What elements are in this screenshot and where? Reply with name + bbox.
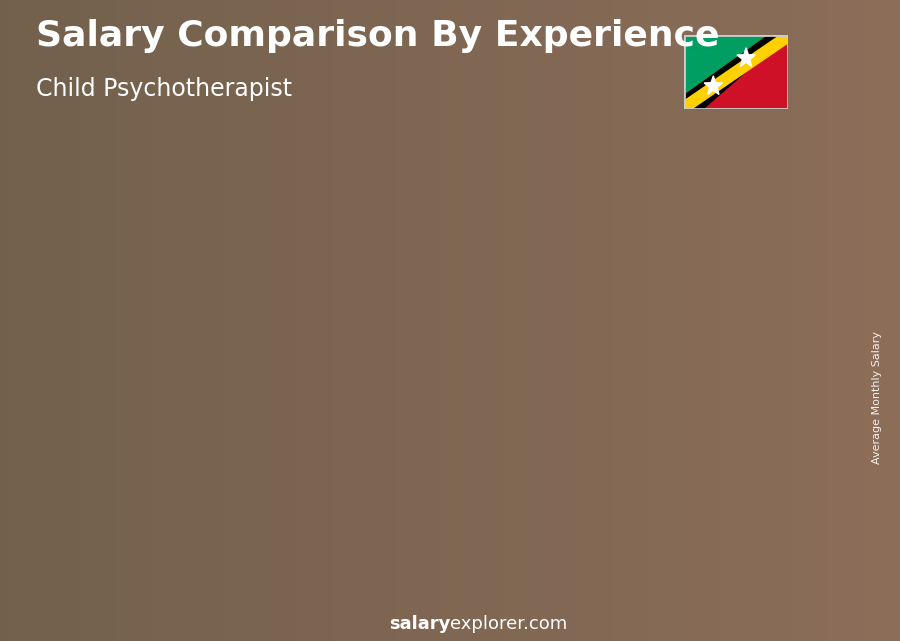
Bar <box>331 401 395 577</box>
Text: +nan%: +nan% <box>129 395 194 413</box>
Polygon shape <box>640 326 648 577</box>
Text: +nan%: +nan% <box>496 249 561 267</box>
Polygon shape <box>150 514 158 577</box>
Polygon shape <box>454 357 526 360</box>
Polygon shape <box>698 282 770 284</box>
Bar <box>86 514 150 577</box>
Polygon shape <box>86 512 158 514</box>
Polygon shape <box>684 35 788 109</box>
Polygon shape <box>704 76 723 94</box>
Text: 0 XCD: 0 XCD <box>526 306 570 320</box>
Text: Average Monthly Salary: Average Monthly Salary <box>872 331 883 464</box>
Text: 0 XCD: 0 XCD <box>36 495 80 508</box>
Bar <box>454 360 518 577</box>
Text: salary: salary <box>389 615 450 633</box>
Text: 0 XCD: 0 XCD <box>648 265 692 278</box>
Text: +nan%: +nan% <box>251 324 316 343</box>
Polygon shape <box>684 35 788 109</box>
Polygon shape <box>331 399 403 401</box>
Bar <box>209 472 273 577</box>
Text: 0 XCD: 0 XCD <box>281 382 325 395</box>
Polygon shape <box>576 324 648 326</box>
Polygon shape <box>762 284 770 577</box>
Text: 0 XCD: 0 XCD <box>158 453 202 466</box>
Polygon shape <box>684 35 788 109</box>
Polygon shape <box>273 472 281 577</box>
Polygon shape <box>209 470 281 472</box>
Polygon shape <box>518 360 526 577</box>
Text: +nan%: +nan% <box>374 283 438 301</box>
Text: +nan%: +nan% <box>618 208 683 226</box>
Text: Salary Comparison By Experience: Salary Comparison By Experience <box>36 19 719 53</box>
Text: Child Psychotherapist: Child Psychotherapist <box>36 77 292 101</box>
Polygon shape <box>395 401 403 577</box>
Bar <box>698 284 762 577</box>
Polygon shape <box>684 35 788 109</box>
Bar <box>576 326 640 577</box>
Text: explorer.com: explorer.com <box>450 615 567 633</box>
Polygon shape <box>737 48 755 67</box>
Text: 0 XCD: 0 XCD <box>403 340 447 353</box>
Polygon shape <box>684 37 788 104</box>
